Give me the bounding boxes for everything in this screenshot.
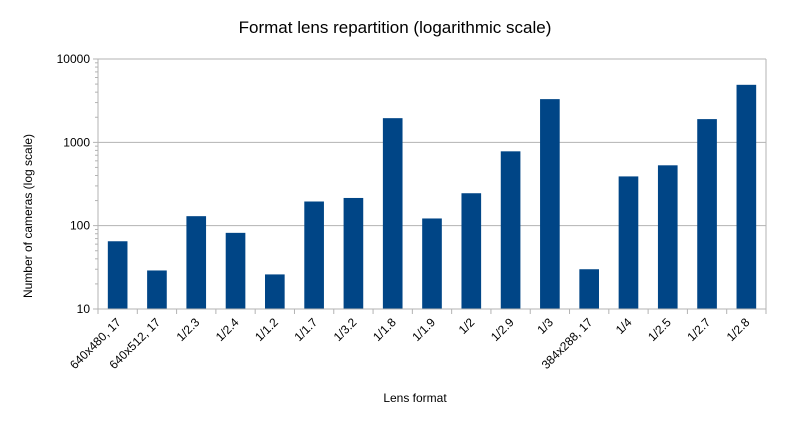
x-tick-label: 1/2 [456, 315, 478, 337]
x-tick-label: 1/2.4 [213, 315, 242, 344]
y-tick-label: 100 [70, 219, 90, 233]
bar [304, 201, 324, 309]
bar [107, 241, 128, 309]
x-tick-label: 1/3.2 [331, 315, 360, 344]
x-tick-label: 1/2.7 [684, 315, 713, 344]
y-tick-label: 10000 [57, 52, 91, 66]
bar [657, 165, 678, 309]
bar [461, 193, 482, 309]
bar [186, 216, 207, 309]
x-tick-label: 1/2.9 [488, 315, 517, 344]
y-tick-labels: 10 100 1000 10000 [57, 52, 91, 316]
y-tick-label: 1000 [63, 135, 90, 149]
bar [697, 119, 717, 309]
bar [500, 151, 521, 309]
x-tick-label: 1/2.3 [174, 315, 203, 344]
x-tick-label: 1/3 [534, 315, 556, 337]
bar [382, 118, 403, 309]
bars [107, 84, 757, 310]
bar [618, 176, 639, 309]
y-axis-label: Number of cameras (log scale) [21, 134, 35, 298]
axes [95, 59, 767, 314]
chart-title: Format lens repartition (logarithmic sca… [239, 18, 552, 37]
x-tick-label: 1/1.9 [409, 315, 438, 344]
bar [540, 99, 560, 309]
bar [225, 232, 246, 309]
bar [147, 270, 167, 309]
bar [579, 269, 599, 309]
bar [343, 197, 364, 309]
x-tick-label: 1/1.2 [252, 315, 281, 344]
x-tick-label: 1/1.7 [291, 315, 320, 344]
x-axis-label: Lens format [383, 391, 447, 405]
bar [736, 84, 757, 310]
bar [265, 274, 285, 309]
y-tick-label: 10 [77, 302, 91, 316]
x-tick-label: 1/2.5 [645, 315, 674, 344]
bar [422, 218, 442, 309]
x-tick-label: 1/1.8 [370, 315, 399, 344]
x-tick-label: 1/2.8 [724, 315, 753, 344]
x-tick-label: 1/4 [613, 315, 635, 337]
